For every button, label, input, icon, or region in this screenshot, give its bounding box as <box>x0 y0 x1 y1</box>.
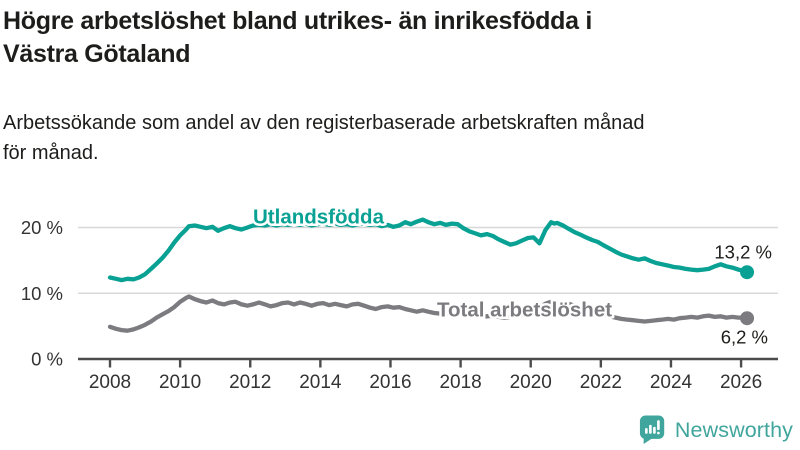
x-axis-tick-label: 2018 <box>439 372 481 393</box>
series-end-value: 6,2 % <box>721 327 768 348</box>
x-axis-tick-label: 2024 <box>650 372 693 393</box>
newsworthy-logo-icon <box>639 415 665 444</box>
x-axis-tick-label: 2022 <box>580 372 622 393</box>
y-axis-tick-label: 10 % <box>21 283 63 304</box>
series-end-dot <box>740 265 755 280</box>
series-label: Total arbetslöshet <box>437 299 612 322</box>
series-line-utlandsfodda <box>107 217 750 283</box>
x-axis-tick-label: 2010 <box>159 372 201 393</box>
y-axis-tick-label: 20 % <box>21 217 63 238</box>
series-end-dot <box>740 311 755 326</box>
x-axis-tick-label: 2008 <box>89 372 131 393</box>
y-axis-tick-label: 0 % <box>31 349 63 370</box>
series-line-total <box>107 294 750 333</box>
x-axis-tick-label: 2012 <box>229 372 271 393</box>
page-title: Högre arbetslöshet bland utrikes- än inr… <box>3 7 592 68</box>
brand-footer: Newsworthy <box>639 414 793 446</box>
x-axis-tick-label: 2014 <box>299 372 342 393</box>
chart-subtitle: Arbetssökande som andel av den registerb… <box>3 112 645 164</box>
x-axis-tick-label: 2016 <box>369 372 411 393</box>
x-axis-tick-label: 2020 <box>510 372 552 393</box>
line-chart: 0 % 10 % 20 % 2008 2010 2012 2014 2016 2018 2020 2… <box>0 186 800 414</box>
series-label: Utlandsfödda <box>253 206 385 229</box>
unemployment-line-chart: 0 % 10 % 20 % 2008 2010 2012 2014 2016 2018 2020 2… <box>21 203 778 393</box>
series-end-value: 13,2 % <box>714 242 772 263</box>
x-axis-tick-label: 2026 <box>720 372 762 393</box>
brand-name: Newsworthy <box>674 417 793 442</box>
